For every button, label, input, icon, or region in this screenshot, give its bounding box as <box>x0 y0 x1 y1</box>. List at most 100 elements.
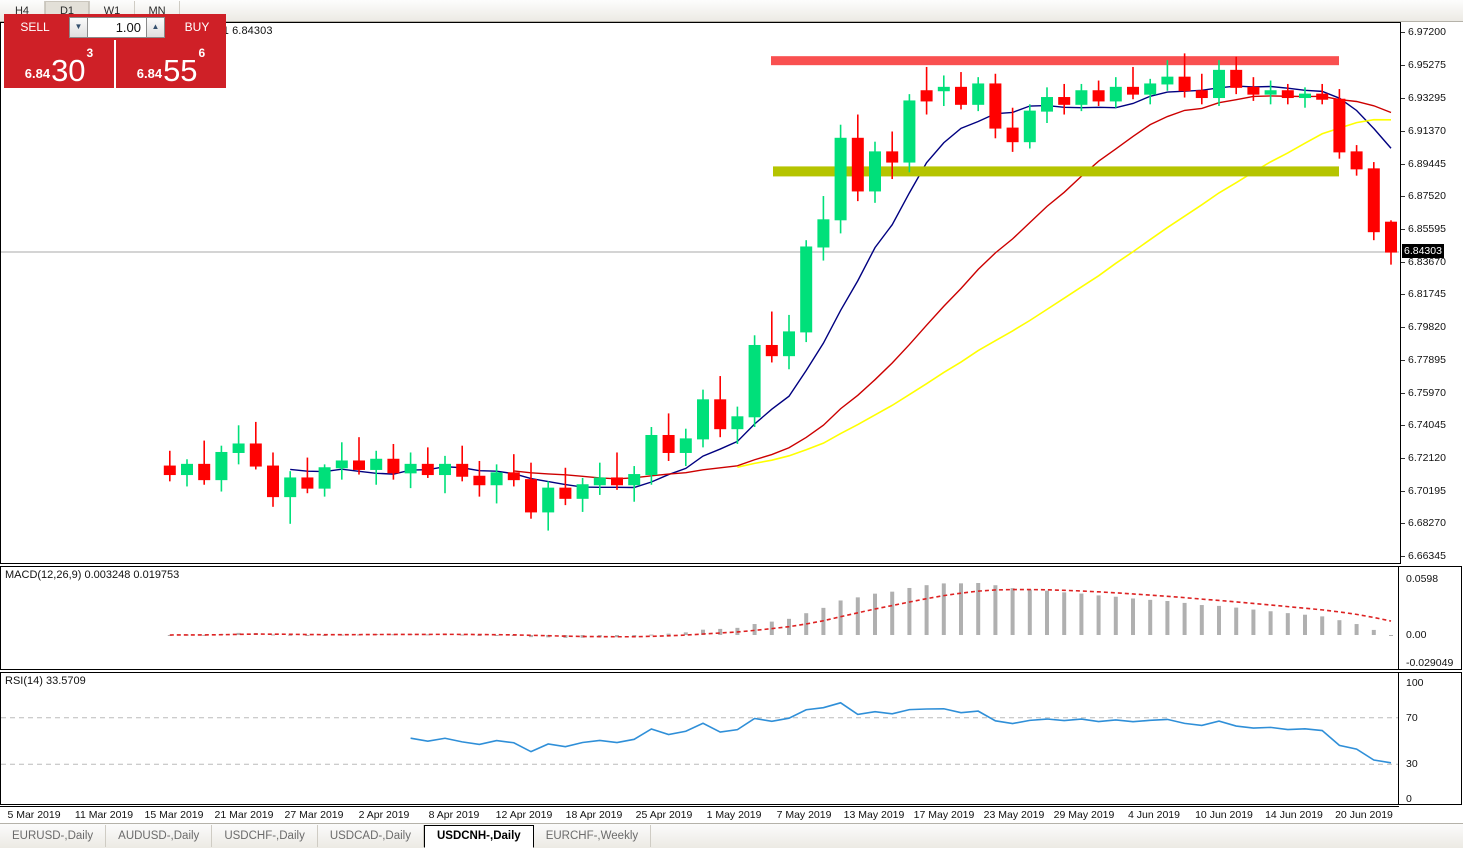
chart-tab-eurusd[interactable]: EURUSD-,Daily <box>0 825 107 847</box>
price-axis-label: 6.81745 <box>1408 288 1446 301</box>
timeframe-mn-label: MN <box>148 4 166 17</box>
date-axis-label: 13 May 2019 <box>843 809 905 821</box>
chart-tab-bar: EURUSD-,Daily AUDUSD-,Daily USDCHF-,Daily U… <box>0 823 1463 848</box>
buy-price-button[interactable]: 6.84 55 6 <box>116 40 226 88</box>
chevron-up-icon: ▲ <box>151 22 160 31</box>
timeframe-w1[interactable]: W1 <box>90 1 135 20</box>
date-axis-label: 23 May 2019 <box>983 809 1045 821</box>
price-axis[interactable]: 6.97200 6.95275 6.93295 6.91370 6.89445 6.875… <box>1400 22 1463 564</box>
volume-decrement-button[interactable]: ▼ <box>69 16 88 38</box>
date-axis-label: 7 May 2019 <box>776 809 832 821</box>
sell-price-button[interactable]: 6.84 30 3 <box>4 40 114 88</box>
date-axis-label: 12 Apr 2019 <box>495 809 553 821</box>
volume-control: ▼ 1.00 ▲ <box>66 14 168 40</box>
date-axis-label: 17 May 2019 <box>913 809 975 821</box>
date-axis-label: 5 Mar 2019 <box>7 809 61 821</box>
chevron-down-icon: ▼ <box>74 22 83 31</box>
current-price-label: 6.84303 <box>1402 244 1444 259</box>
price-axis-label: 6.79820 <box>1408 321 1446 334</box>
price-axis-label: 6.75970 <box>1408 386 1446 399</box>
support-line <box>773 166 1339 177</box>
macd-label: MACD(12,26,9) 0.003248 0.019753 <box>5 569 180 581</box>
date-axis-label: 18 Apr 2019 <box>565 809 623 821</box>
date-axis-label: 11 Mar 2019 <box>74 809 134 821</box>
chart-tab-usdcnh[interactable]: USDCNH-,Daily <box>423 824 534 848</box>
timeframe-h4-label: H4 <box>14 4 30 17</box>
date-axis-label: 29 May 2019 <box>1053 809 1115 821</box>
rsi-canvas <box>1 701 1399 765</box>
date-axis-label: 2 Apr 2019 <box>358 809 410 821</box>
chart-tab-usdchf[interactable]: USDCHF-,Daily <box>212 825 318 847</box>
price-axis-tick <box>1401 556 1405 557</box>
price-axis-label: 6.89445 <box>1408 157 1446 170</box>
price-axis-tick <box>1401 64 1405 66</box>
price-axis-label: 6.77895 <box>1408 353 1446 366</box>
price-axis-label: 6.93295 <box>1408 92 1446 105</box>
price-axis-tick <box>1401 229 1405 231</box>
buy-price-prefix: 6.84 <box>136 66 163 81</box>
price-axis-label: 6.95275 <box>1408 58 1446 71</box>
price-axis-tick <box>1401 131 1405 132</box>
date-axis-label: 21 Mar 2019 <box>214 809 274 821</box>
macd-axis-label: -0.029049 <box>1406 657 1454 669</box>
volume-input[interactable]: 1.00 <box>88 16 146 38</box>
rsi-label: RSI(14) 33.5709 <box>5 675 86 687</box>
price-axis-tick <box>1401 261 1405 263</box>
buy-price-fraction: 6 <box>198 46 206 60</box>
date-axis-label: 10 Jun 2019 <box>1195 809 1253 821</box>
price-axis-tick <box>1401 457 1405 459</box>
price-axis-tick <box>1401 523 1405 525</box>
date-axis[interactable]: 5 Mar 2019 11 Mar 2019 15 Mar 2019 21 Mar 2… <box>0 806 1462 822</box>
price-axis-label: 6.85595 <box>1408 223 1446 236</box>
sell-price-fraction: 3 <box>86 46 94 60</box>
buy-button-label: BUY <box>184 20 210 34</box>
resistance-line <box>771 56 1339 66</box>
date-axis-label: 27 Mar 2019 <box>284 809 344 821</box>
chart-tab-usdcad[interactable]: USDCAD-,Daily <box>318 825 424 847</box>
rsi-axis-label: 70 <box>1406 711 1418 724</box>
chart-tab-audusd[interactable]: AUDUSD-,Daily <box>106 825 213 847</box>
macd-canvas <box>167 583 1393 638</box>
trade-controls-row: SELL ▼ 1.00 ▲ BUY <box>4 14 226 40</box>
date-axis-rule <box>0 806 1399 807</box>
price-axis-tick <box>1401 392 1405 394</box>
chart-tab-eurchf[interactable]: EURCHF-,Weekly <box>534 825 652 847</box>
price-axis-tick <box>1401 32 1405 33</box>
price-axis-label: 6.91370 <box>1408 125 1446 137</box>
date-axis-label: 15 Mar 2019 <box>144 809 204 821</box>
buy-button[interactable]: BUY <box>168 14 226 40</box>
price-axis-label: 6.70195 <box>1408 484 1446 497</box>
price-chart-canvas <box>1 53 1399 531</box>
price-axis-tick <box>1401 163 1405 165</box>
buy-price-pips: 55 <box>163 52 198 88</box>
volume-increment-button[interactable]: ▲ <box>146 16 165 38</box>
sell-button[interactable]: SELL <box>4 14 66 40</box>
macd-axis: 0.0598 0.00 -0.029049 <box>1398 567 1461 669</box>
timeframe-mn[interactable]: MN <box>135 1 180 20</box>
rsi-axis-label: 30 <box>1406 758 1418 771</box>
date-axis-label: 14 Jun 2019 <box>1265 809 1323 821</box>
rsi-axis-label: 0 <box>1406 793 1412 805</box>
price-axis-tick <box>1401 294 1405 296</box>
date-axis-label: 8 Apr 2019 <box>428 809 480 821</box>
date-axis-label: 1 May 2019 <box>706 809 762 821</box>
macd-panel[interactable]: MACD(12,26,9) 0.003248 0.019753 0.0598 0.… <box>0 566 1462 670</box>
macd-axis-label: 0.00 <box>1406 629 1427 641</box>
price-axis-label: 6.87520 <box>1408 190 1446 203</box>
rsi-panel[interactable]: RSI(14) 33.5709 100 70 30 0 <box>0 672 1462 805</box>
price-axis-label: 6.66345 <box>1408 550 1446 562</box>
timeframe-w1-label: W1 <box>103 4 121 17</box>
timeframe-h4[interactable]: H4 <box>0 1 45 20</box>
price-chart-panel[interactable]: USDCNH-,Daily6.86063 6.86169 6.83561 6.8… <box>0 22 1462 564</box>
volume-value: 1.00 <box>115 19 141 35</box>
sell-button-label: SELL <box>20 20 50 34</box>
price-axis-label: 6.68270 <box>1408 517 1446 530</box>
price-axis-tick <box>1401 359 1405 361</box>
date-axis-label: 20 Jun 2019 <box>1335 809 1393 821</box>
sell-price-pips: 30 <box>51 52 86 88</box>
price-axis-label: 6.72120 <box>1408 451 1446 464</box>
price-axis-label: 6.97200 <box>1408 26 1446 38</box>
one-click-trading-panel: SELL ▼ 1.00 ▲ BUY 6.84 30 3 6.84 55 6 <box>4 14 226 88</box>
price-axis-tick <box>1401 425 1405 427</box>
